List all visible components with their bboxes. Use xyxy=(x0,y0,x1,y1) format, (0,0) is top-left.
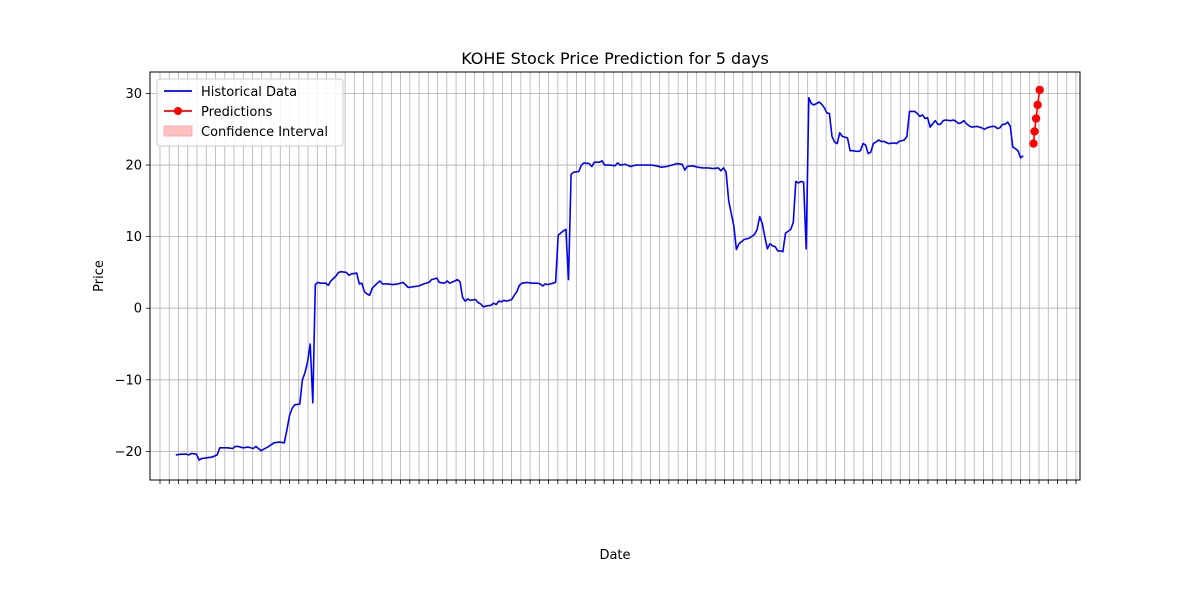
legend: Historical Data Predictions Confidence I… xyxy=(156,78,344,147)
y-tick-label: 10 xyxy=(125,230,142,245)
prediction-point xyxy=(1033,100,1042,110)
y-axis: −20 −10 0 10 20 30 xyxy=(115,87,150,460)
prediction-point xyxy=(1030,127,1039,136)
x-axis xyxy=(159,480,1077,484)
legend-box xyxy=(156,78,344,147)
legend-predictions-label: Predictions xyxy=(201,105,273,120)
chart-title: KOHE Stock Price Prediction for 5 days xyxy=(461,49,769,68)
legend-historical-label: Historical Data xyxy=(201,85,297,100)
historical-line xyxy=(175,97,1024,461)
y-tick-label: −10 xyxy=(115,373,142,388)
prediction-point xyxy=(1029,139,1038,148)
y-axis-label: Price xyxy=(92,260,107,292)
y-tick-label: 30 xyxy=(125,87,142,102)
legend-confidence-label: Confidence Interval xyxy=(201,125,328,140)
plot-frame xyxy=(149,71,1081,481)
prediction-point xyxy=(1031,114,1041,123)
y-tick-label: −20 xyxy=(115,445,142,460)
legend-confidence-swatch xyxy=(163,125,193,137)
series-layer xyxy=(175,85,1044,461)
prediction-point xyxy=(1035,85,1044,95)
x-axis-label: Date xyxy=(599,548,630,563)
legend-predictions-marker xyxy=(174,107,182,115)
y-tick-label: 20 xyxy=(125,159,142,174)
y-tick-label: 0 xyxy=(134,302,142,317)
